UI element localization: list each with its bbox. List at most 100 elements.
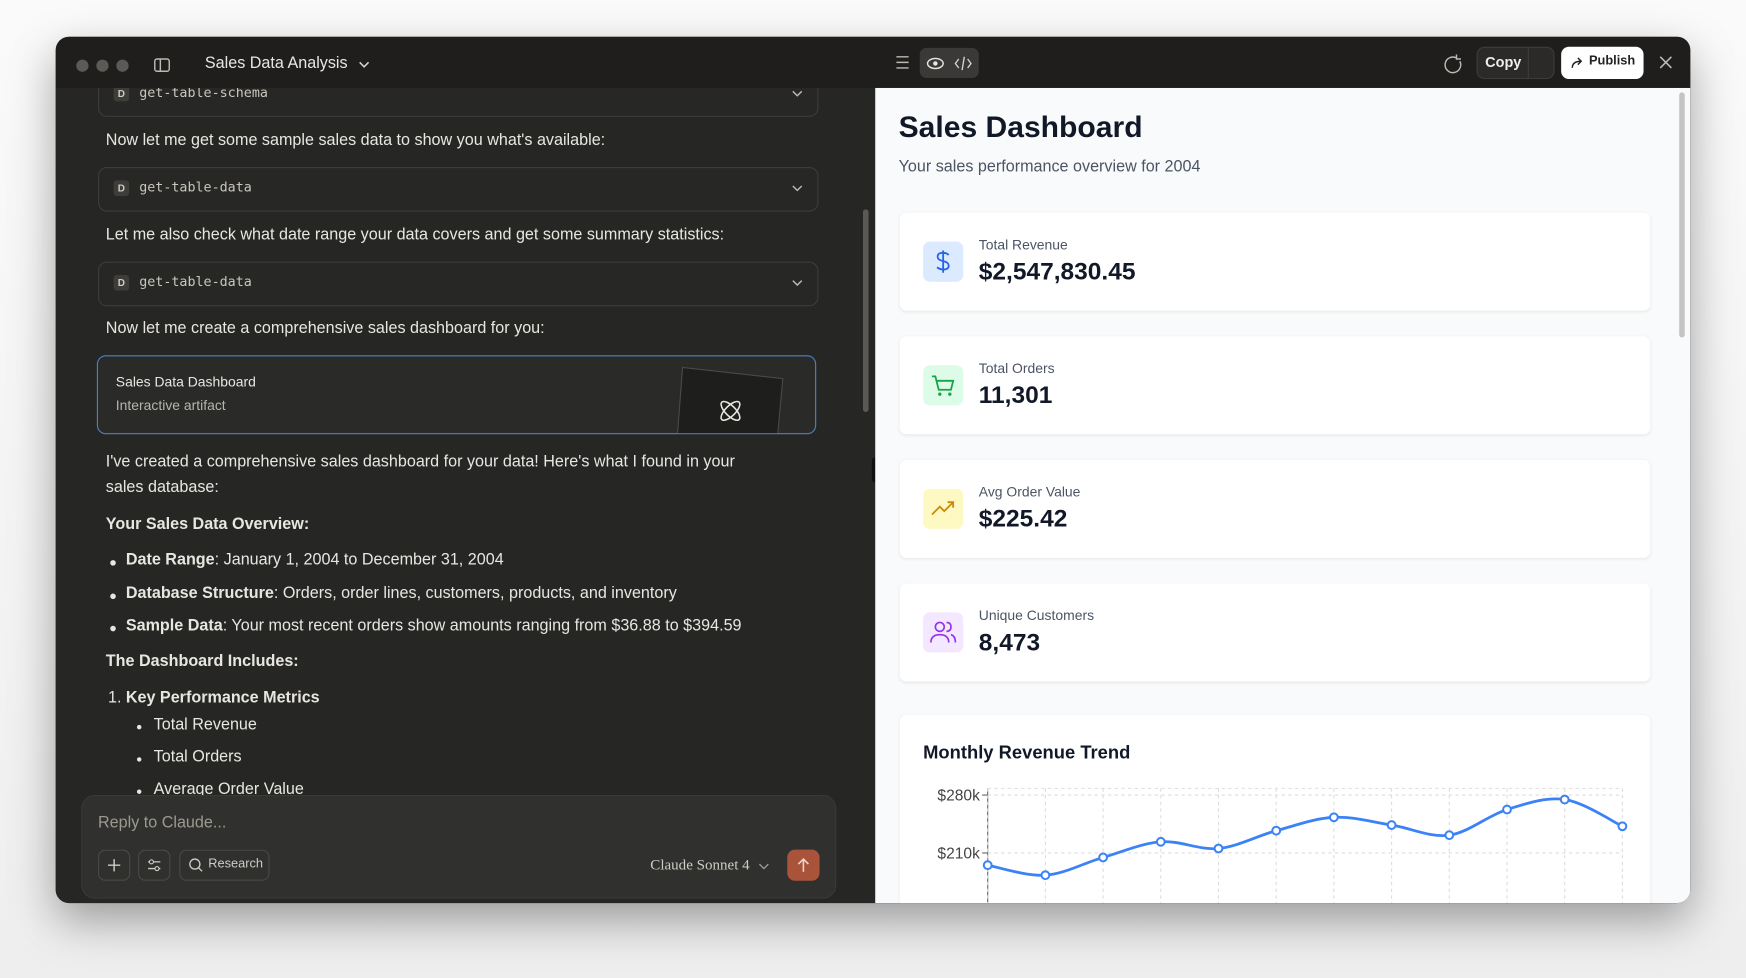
message-text: Now let me create a comprehensive sales … xyxy=(105,319,545,338)
sub-item: Total Orders xyxy=(153,748,242,767)
sub-item: Average Order Value xyxy=(153,780,304,799)
composer-placeholder: Reply to Claude... xyxy=(97,813,227,832)
copy-button[interactable]: Copy xyxy=(1476,46,1555,80)
artifact-thumbnail xyxy=(676,366,784,434)
item-text: : Orders, order lines, customers, produc… xyxy=(273,584,677,603)
bullet xyxy=(136,789,142,794)
list-item: Date Range: January 1, 2004 to December … xyxy=(126,548,504,574)
dashboard-subtitle: Your sales performance overview for 2004 xyxy=(898,158,1201,176)
window-title[interactable]: Sales Data Analysis xyxy=(204,54,348,73)
composer[interactable]: Reply to Claude... Research Claude Sonne… xyxy=(81,795,837,899)
line xyxy=(987,797,1624,877)
y-tick-label: $210k xyxy=(937,846,980,863)
point xyxy=(1617,821,1628,832)
point xyxy=(1213,843,1224,854)
composer-buttons xyxy=(97,849,270,881)
chevron xyxy=(792,90,803,97)
point xyxy=(982,860,993,871)
point xyxy=(1502,804,1512,815)
artifact-title: Sales Data Dashboard xyxy=(115,374,256,390)
artifact-preview: Sales Dashboard Your sales performance o… xyxy=(875,87,1691,904)
model-selector[interactable]: Claude Sonnet 4 xyxy=(650,856,750,873)
point xyxy=(1386,820,1397,830)
chart: $210k $280k xyxy=(937,788,1628,904)
message-text: Let me also check what date range your d… xyxy=(105,226,725,244)
research-label[interactable]: Research xyxy=(208,857,264,871)
kpi-label: Unique Customers xyxy=(978,607,1095,624)
publish-button[interactable]: Publish xyxy=(1561,46,1644,80)
section-heading: The Dashboard Includes: xyxy=(105,652,299,671)
arrow-up xyxy=(797,857,809,872)
chevron xyxy=(792,280,803,287)
point xyxy=(1444,830,1455,841)
kpi-icon xyxy=(923,488,964,529)
send-button[interactable] xyxy=(787,849,820,881)
y-tick-label: $280k xyxy=(937,788,980,805)
tool-name: get-table-data xyxy=(139,273,252,290)
copy-label: Copy xyxy=(1485,53,1522,71)
bullet xyxy=(110,560,116,566)
chevron xyxy=(792,185,803,192)
scrollbar[interactable] xyxy=(1679,92,1685,338)
list-item: Sample Data: Your most recent orders sho… xyxy=(126,614,742,640)
kpi-value: 11,301 xyxy=(978,380,1053,409)
sub-item: Total Revenue xyxy=(153,715,257,734)
list-marker: 1. xyxy=(108,689,122,708)
dashboard-title: Sales Dashboard xyxy=(898,110,1143,144)
title-bar: Sales Data Analysis Copy Publish xyxy=(55,36,1691,88)
bullet xyxy=(110,625,116,632)
kpi-label: Avg Order Value xyxy=(978,484,1081,500)
message-text: I've created a comprehensive sales dashb… xyxy=(105,453,735,497)
share-icon xyxy=(1571,57,1583,68)
publish-label: Publish xyxy=(1588,54,1636,68)
tool-badge: D xyxy=(113,87,130,102)
item-text: : January 1, 2004 to December 31, 2004 xyxy=(214,551,504,570)
point xyxy=(1040,870,1051,881)
bullet xyxy=(136,724,142,730)
title-bar-icons xyxy=(76,47,1672,78)
chart-title: Monthly Revenue Trend xyxy=(923,742,1131,763)
scrollbar[interactable] xyxy=(862,209,869,413)
kpi-card: Total Orders 11,301 xyxy=(899,336,1651,435)
resize-handle[interactable] xyxy=(871,457,878,483)
list-item: Database Structure: Orders, order lines,… xyxy=(126,581,677,607)
kpi-value: $2,547,830.45 xyxy=(978,257,1136,286)
kpi-card: Unique Customers 8,473 xyxy=(899,583,1651,682)
divider xyxy=(1527,47,1529,78)
kpi-label: Total Revenue xyxy=(978,237,1068,253)
item-label: Sample Data xyxy=(125,616,223,635)
kpi-card: Total Revenue $2,547,830.45 xyxy=(899,212,1651,311)
artifact-card[interactable]: Sales Data Dashboard Interactive artifac… xyxy=(96,355,817,435)
kpi-label: Total Orders xyxy=(978,360,1055,377)
point xyxy=(1328,812,1339,823)
tool-name: get-table-data xyxy=(139,179,252,195)
point xyxy=(1098,852,1108,863)
kpi-value: $225.42 xyxy=(978,504,1068,533)
kpi-icon xyxy=(923,241,964,282)
section-heading: Your Sales Data Overview: xyxy=(105,515,310,534)
artifact-subtitle: Interactive artifact xyxy=(115,397,226,414)
tool-badge: D xyxy=(113,180,130,196)
item-label: Date Range xyxy=(125,551,215,570)
point xyxy=(1155,836,1166,847)
tool-name: get-table-schema xyxy=(139,87,268,101)
kpi-value: 8,473 xyxy=(978,628,1041,656)
bullet xyxy=(110,593,116,600)
kpi-icon xyxy=(923,612,964,653)
point xyxy=(1559,794,1570,805)
message-text: Now let me get some sample sales data to… xyxy=(105,131,606,150)
chart-card: Monthly Revenue Trend xyxy=(899,714,1651,904)
kpi-card: Avg Order Value $225.42 xyxy=(899,459,1651,558)
point xyxy=(1271,825,1282,836)
bullet xyxy=(136,757,142,762)
tool-badge: D xyxy=(113,275,130,291)
kpi-icon xyxy=(923,365,964,406)
chevron xyxy=(758,863,769,870)
